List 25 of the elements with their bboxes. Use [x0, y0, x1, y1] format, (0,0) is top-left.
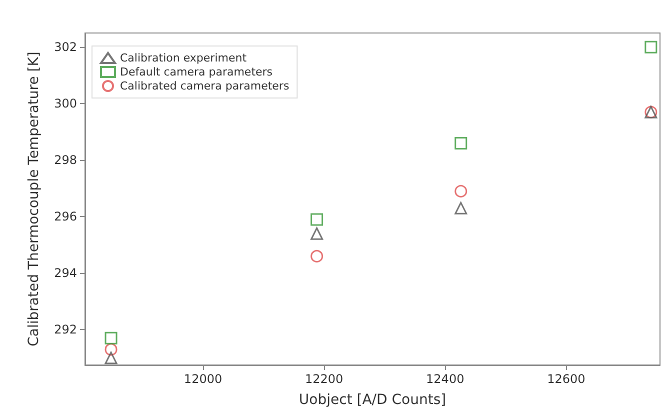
- legend-label: Default camera parameters: [120, 66, 273, 78]
- x-tick-label: 12400: [426, 372, 464, 386]
- point: [454, 184, 468, 198]
- point: [454, 202, 468, 214]
- x-tick-label: 12600: [547, 372, 586, 386]
- y-tick-label: 300: [54, 96, 77, 111]
- y-tick-label: 292: [54, 322, 77, 337]
- legend-label: Calibration experiment: [120, 52, 248, 64]
- point: [104, 352, 118, 364]
- point: [644, 40, 658, 54]
- y-axis-title: Calibrated Thermocouple Temperature [K]: [26, 52, 42, 346]
- legend-label: Calibrated camera parameters: [120, 80, 290, 92]
- point: [454, 136, 468, 150]
- point: [310, 250, 324, 262]
- x-axis-title: Uobject [A/D Counts]: [298, 392, 446, 408]
- y-tick-label: 296: [54, 210, 77, 224]
- point: [310, 213, 324, 226]
- y-tick-label: 298: [54, 153, 77, 168]
- x-tick-label: 12200: [304, 372, 344, 386]
- x-tick-label: 12000: [184, 372, 222, 386]
- point: [104, 332, 118, 344]
- point: [104, 343, 118, 356]
- point: [310, 227, 324, 240]
- y-tick-label: 302: [54, 40, 77, 54]
- y-tick-label: 294: [54, 266, 77, 280]
